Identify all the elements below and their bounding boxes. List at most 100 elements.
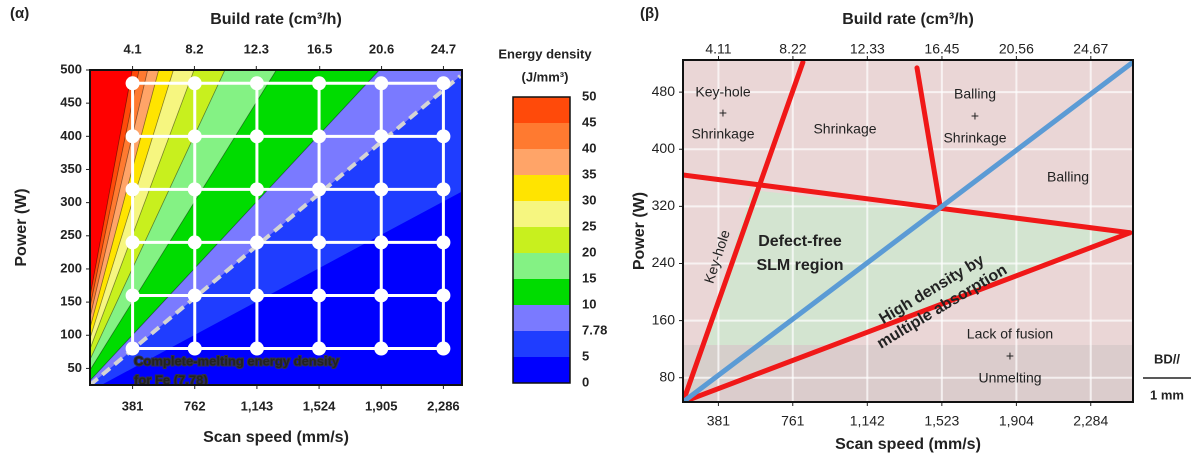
colorbar-tick-label: 45 (582, 114, 596, 129)
colorbar-tick-label: 0 (582, 374, 589, 389)
colorbar-title: Energy density (498, 46, 592, 61)
colorbar-tick-label: 25 (582, 218, 596, 233)
sample-point (126, 235, 140, 249)
x2-tick-label: 12.33 (850, 41, 885, 57)
colorbar-tick-label: 7.78 (582, 322, 607, 337)
x2-tick-label: 20.56 (999, 41, 1034, 57)
y-tick-label: 320 (652, 197, 676, 213)
x-tick-label: 2,284 (1073, 413, 1108, 429)
sample-point (126, 129, 140, 143)
y-axis-title: Power (W) (631, 192, 648, 270)
sample-point (126, 288, 140, 302)
sample-point (250, 76, 264, 90)
x2-tick-label: 24.7 (431, 41, 456, 56)
colorbar-segment (513, 305, 570, 331)
x2-axis-title: Build rate (cm³/h) (842, 11, 974, 28)
x-tick-label: 1,524 (303, 398, 336, 413)
region-label: SLM region (756, 257, 843, 274)
sample-point (374, 129, 388, 143)
region-label: Key-hole (695, 84, 750, 100)
colorbar-tick-label: 40 (582, 140, 596, 155)
colorbar-title: (J/mm³) (522, 69, 569, 84)
sample-point (188, 76, 202, 90)
colorbar-tick-label: 50 (582, 88, 596, 103)
y-tick-label: 200 (60, 260, 82, 275)
colorbar-tick-label: 20 (582, 244, 596, 259)
colorbar-segment (513, 201, 570, 227)
x2-tick-label: 4.11 (705, 41, 731, 57)
sample-point (436, 342, 450, 356)
region-label: Unmelting (978, 370, 1041, 386)
region-label: Shrinkage (813, 121, 876, 137)
sample-point (188, 182, 202, 196)
region-label: + (971, 108, 979, 124)
x2-axis-title: Build rate (cm³/h) (210, 11, 342, 28)
region-label: Balling (1047, 169, 1089, 185)
colorbar-tick-label: 30 (582, 192, 596, 207)
sample-point (374, 235, 388, 249)
sample-point (374, 342, 388, 356)
sample-point (188, 129, 202, 143)
x-tick-label: 2,286 (427, 398, 460, 413)
sample-point (312, 235, 326, 249)
x-tick-label: 381 (707, 413, 731, 429)
sample-point (436, 288, 450, 302)
y-axis-title: Power (W) (13, 188, 30, 266)
colorbar-segment (513, 97, 570, 123)
colorbar-segment (513, 331, 570, 357)
x-tick-label: 381 (122, 398, 144, 413)
sample-point (374, 288, 388, 302)
y-tick-label: 450 (60, 95, 82, 110)
colorbar-segment (513, 149, 570, 175)
colorbar-segment (513, 175, 570, 201)
region-label: + (1006, 348, 1014, 364)
scale-bar-label: 1 mm (1150, 387, 1184, 402)
sample-point (250, 235, 264, 249)
x-axis-title: Scan speed (mm/s) (835, 436, 981, 453)
y-tick-label: 480 (652, 83, 676, 99)
x-tick-label: 762 (184, 398, 206, 413)
scale-bar-label: BD// (1154, 351, 1180, 366)
sample-point (126, 182, 140, 196)
colorbar-tick-label: 5 (582, 348, 589, 363)
x2-tick-label: 8.2 (185, 41, 203, 56)
sample-point (436, 182, 450, 196)
region-label: Shrinkage (691, 126, 754, 142)
y-tick-label: 50 (68, 360, 82, 375)
colorbar-segment (513, 253, 570, 279)
sample-point (374, 182, 388, 196)
y-tick-label: 160 (652, 311, 676, 327)
region-label: Lack of fusion (967, 326, 1053, 342)
x-tick-label: 1,142 (850, 413, 885, 429)
sample-point (312, 129, 326, 143)
y-tick-label: 300 (60, 194, 82, 209)
colorbar-tick-label: 15 (582, 270, 596, 285)
sample-point (188, 288, 202, 302)
plot-area: Key-hole+ShrinkageShrinkageBalling+Shrin… (683, 60, 1133, 402)
panel-label: (α) (10, 5, 29, 22)
annotation: Complete-melting energy density (134, 353, 340, 368)
x2-tick-label: 4.1 (124, 41, 142, 56)
region-label: + (719, 105, 727, 121)
x2-tick-label: 20.6 (369, 41, 394, 56)
colorbar-tick-label: 10 (582, 296, 596, 311)
x2-tick-label: 16.45 (924, 41, 959, 57)
x2-tick-label: 24.67 (1073, 41, 1108, 57)
sample-point (250, 182, 264, 196)
colorbar-segment (513, 279, 570, 305)
colorbar-segment (513, 357, 570, 383)
panel-label: (β) (640, 5, 659, 22)
x-tick-label: 1,904 (999, 413, 1034, 429)
y-tick-label: 80 (659, 368, 675, 384)
sample-point (436, 235, 450, 249)
y-tick-label: 500 (60, 61, 82, 76)
colorbar-tick-label: 35 (582, 166, 596, 181)
y-tick-label: 350 (60, 161, 82, 176)
colorbar-segment (513, 123, 570, 149)
y-tick-label: 240 (652, 254, 676, 270)
sample-point (188, 235, 202, 249)
y-tick-label: 400 (60, 128, 82, 143)
sample-point (436, 76, 450, 90)
sample-point (312, 76, 326, 90)
y-tick-label: 150 (60, 294, 82, 309)
